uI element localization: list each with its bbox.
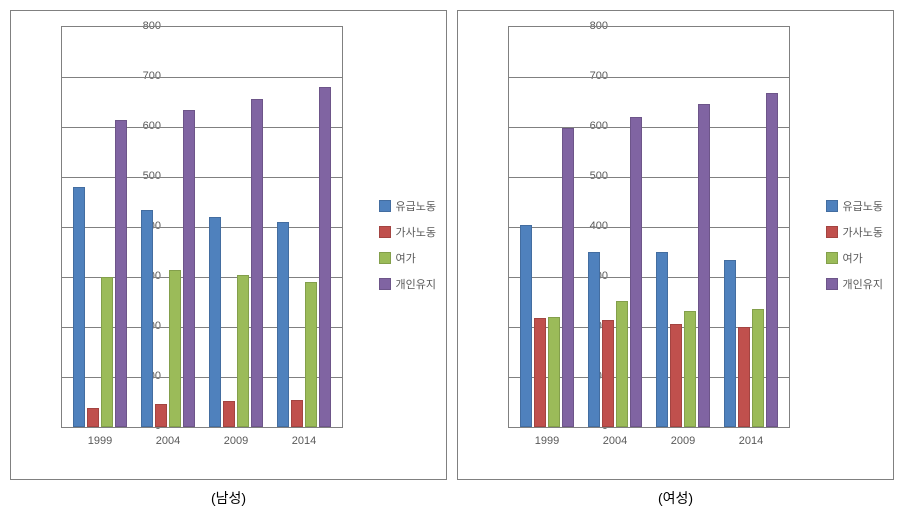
chart-box: 0100200300400500600700800199920042009201…: [457, 10, 894, 480]
bar: [101, 277, 113, 427]
chart-caption: (남성): [10, 488, 447, 508]
bar: [684, 311, 696, 428]
bar: [277, 222, 289, 427]
x-tick-label: 2009: [663, 435, 703, 447]
legend-swatch: [826, 252, 838, 264]
bar: [548, 317, 560, 427]
legend-swatch: [826, 226, 838, 238]
bar: [291, 400, 303, 428]
legend-item: 가사노동: [826, 224, 883, 240]
legend-item: 유급노동: [379, 198, 436, 214]
x-tick-label: 2004: [148, 435, 188, 447]
bar: [520, 225, 532, 428]
legend-swatch: [379, 252, 391, 264]
x-tick-label: 2014: [731, 435, 771, 447]
bar: [319, 87, 331, 427]
bar: [698, 104, 710, 428]
bar: [209, 217, 221, 427]
bar: [73, 187, 85, 427]
legend-swatch: [826, 278, 838, 290]
bar: [602, 320, 614, 427]
bar: [630, 117, 642, 427]
legend-label: 개인유지: [396, 276, 436, 292]
legend: 유급노동가사노동여가개인유지: [826, 188, 883, 302]
bar: [766, 93, 778, 427]
bar: [616, 301, 628, 428]
grid-line: [509, 177, 789, 178]
grid-line: [62, 177, 342, 178]
plot-area: 1999200420092014: [508, 26, 790, 428]
x-tick-label: 2014: [284, 435, 324, 447]
bar: [562, 128, 574, 427]
bar: [305, 282, 317, 427]
bar: [588, 252, 600, 427]
bar: [752, 309, 764, 428]
grid-line: [509, 77, 789, 78]
legend-label: 여가: [396, 250, 416, 266]
bar: [141, 210, 153, 428]
legend-label: 유급노동: [843, 198, 883, 214]
bar: [534, 318, 546, 427]
plot-area: 1999200420092014: [61, 26, 343, 428]
bar: [670, 324, 682, 428]
bar: [169, 270, 181, 428]
grid-line: [509, 277, 789, 278]
bar: [115, 120, 127, 428]
legend-swatch: [379, 278, 391, 290]
chart-caption: (여성): [457, 488, 894, 508]
x-tick-label: 1999: [80, 435, 120, 447]
grid-line: [509, 127, 789, 128]
bar: [223, 401, 235, 427]
legend-swatch: [379, 200, 391, 212]
legend-item: 개인유지: [826, 276, 883, 292]
chart-panel: 0100200300400500600700800199920042009201…: [457, 10, 894, 508]
grid-line: [62, 77, 342, 78]
chart-panel: 0100200300400500600700800199920042009201…: [10, 10, 447, 508]
legend-swatch: [379, 226, 391, 238]
legend: 유급노동가사노동여가개인유지: [379, 188, 436, 302]
x-tick-label: 2004: [595, 435, 635, 447]
legend-item: 개인유지: [379, 276, 436, 292]
legend-label: 가사노동: [843, 224, 883, 240]
bar: [237, 275, 249, 428]
bar: [183, 110, 195, 428]
legend-item: 유급노동: [826, 198, 883, 214]
grid-line: [509, 227, 789, 228]
chart-box: 0100200300400500600700800199920042009201…: [10, 10, 447, 480]
bar: [155, 404, 167, 427]
x-tick-label: 1999: [527, 435, 567, 447]
x-tick-label: 2009: [216, 435, 256, 447]
legend-label: 가사노동: [396, 224, 436, 240]
legend-item: 여가: [826, 250, 883, 266]
charts-container: 0100200300400500600700800199920042009201…: [10, 10, 894, 508]
legend-label: 여가: [843, 250, 863, 266]
grid-line: [62, 127, 342, 128]
bar: [251, 99, 263, 428]
bar: [656, 252, 668, 427]
bar: [87, 408, 99, 427]
legend-label: 유급노동: [396, 198, 436, 214]
grid-line: [62, 227, 342, 228]
legend-item: 가사노동: [379, 224, 436, 240]
bar: [738, 327, 750, 427]
bar: [724, 260, 736, 428]
legend-item: 여가: [379, 250, 436, 266]
legend-label: 개인유지: [843, 276, 883, 292]
legend-swatch: [826, 200, 838, 212]
